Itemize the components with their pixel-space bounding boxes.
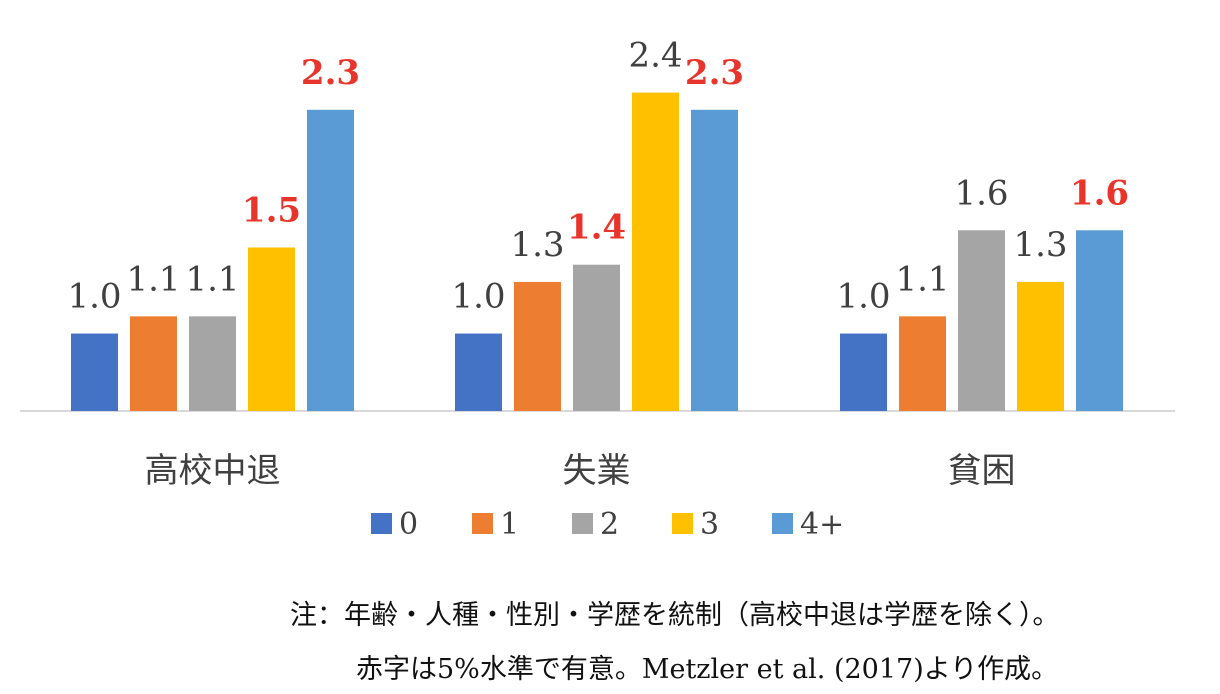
legend-swatch-1 (472, 513, 493, 534)
legend-label-1: 1 (500, 507, 519, 542)
bar-0-0 (71, 333, 118, 411)
bar-2-1 (899, 316, 946, 411)
data-label-2-0: 1.0 (836, 277, 890, 317)
category-label-1: 失業 (563, 451, 631, 491)
bar-1-0 (455, 333, 502, 411)
category-label-0: 高校中退 (145, 451, 281, 491)
bar-1-2 (573, 264, 620, 411)
data-label-0-4: 2.3 (301, 53, 360, 93)
data-label-1-3: 2.4 (628, 36, 682, 76)
data-label-2-2: 1.6 (954, 173, 1008, 213)
data-label-2-3: 1.3 (1013, 225, 1067, 265)
bar-0-4 (307, 109, 354, 411)
footnote-significance: 赤字は5%水準で有意。Metzler et al. (2017)より作成。 (356, 654, 1059, 685)
bar-0-3 (248, 247, 295, 411)
bar-2-4 (1076, 230, 1123, 411)
data-label-0-2: 1.1 (185, 259, 239, 299)
legend-label-4: 4+ (800, 507, 844, 542)
bar-0-2 (189, 316, 236, 411)
data-label-2-4: 1.6 (1070, 173, 1129, 213)
data-label-0-1: 1.1 (126, 259, 180, 299)
data-label-0-3: 1.5 (242, 191, 301, 231)
bar-1-4 (691, 109, 738, 411)
bar-1-3 (632, 92, 679, 412)
data-label-1-0: 1.0 (451, 277, 505, 317)
data-label-1-4: 2.3 (685, 53, 744, 93)
legend-label-2: 2 (600, 507, 619, 542)
footnote-controls: 注：年齢・人種・性別・学歴を統制（高校中退は学歴を除く）。 (290, 600, 1060, 631)
bar-1-1 (514, 281, 561, 411)
legend-label-0: 0 (399, 507, 418, 542)
data-label-2-1: 1.1 (895, 259, 949, 299)
bar-2-0 (840, 333, 887, 411)
data-label-1-1: 1.3 (510, 225, 564, 265)
legend-label-3: 3 (700, 507, 719, 542)
bar-0-1 (130, 316, 177, 411)
legend-swatch-4 (772, 513, 793, 534)
data-label-0-0: 1.0 (67, 277, 121, 317)
legend-swatch-0 (371, 513, 392, 534)
bar-2-3 (1017, 281, 1064, 411)
legend-swatch-2 (572, 513, 593, 534)
data-label-1-2: 1.4 (567, 208, 626, 248)
legend-swatch-3 (672, 513, 693, 534)
category-label-2: 貧困 (948, 451, 1016, 491)
bar-2-2 (958, 230, 1005, 411)
